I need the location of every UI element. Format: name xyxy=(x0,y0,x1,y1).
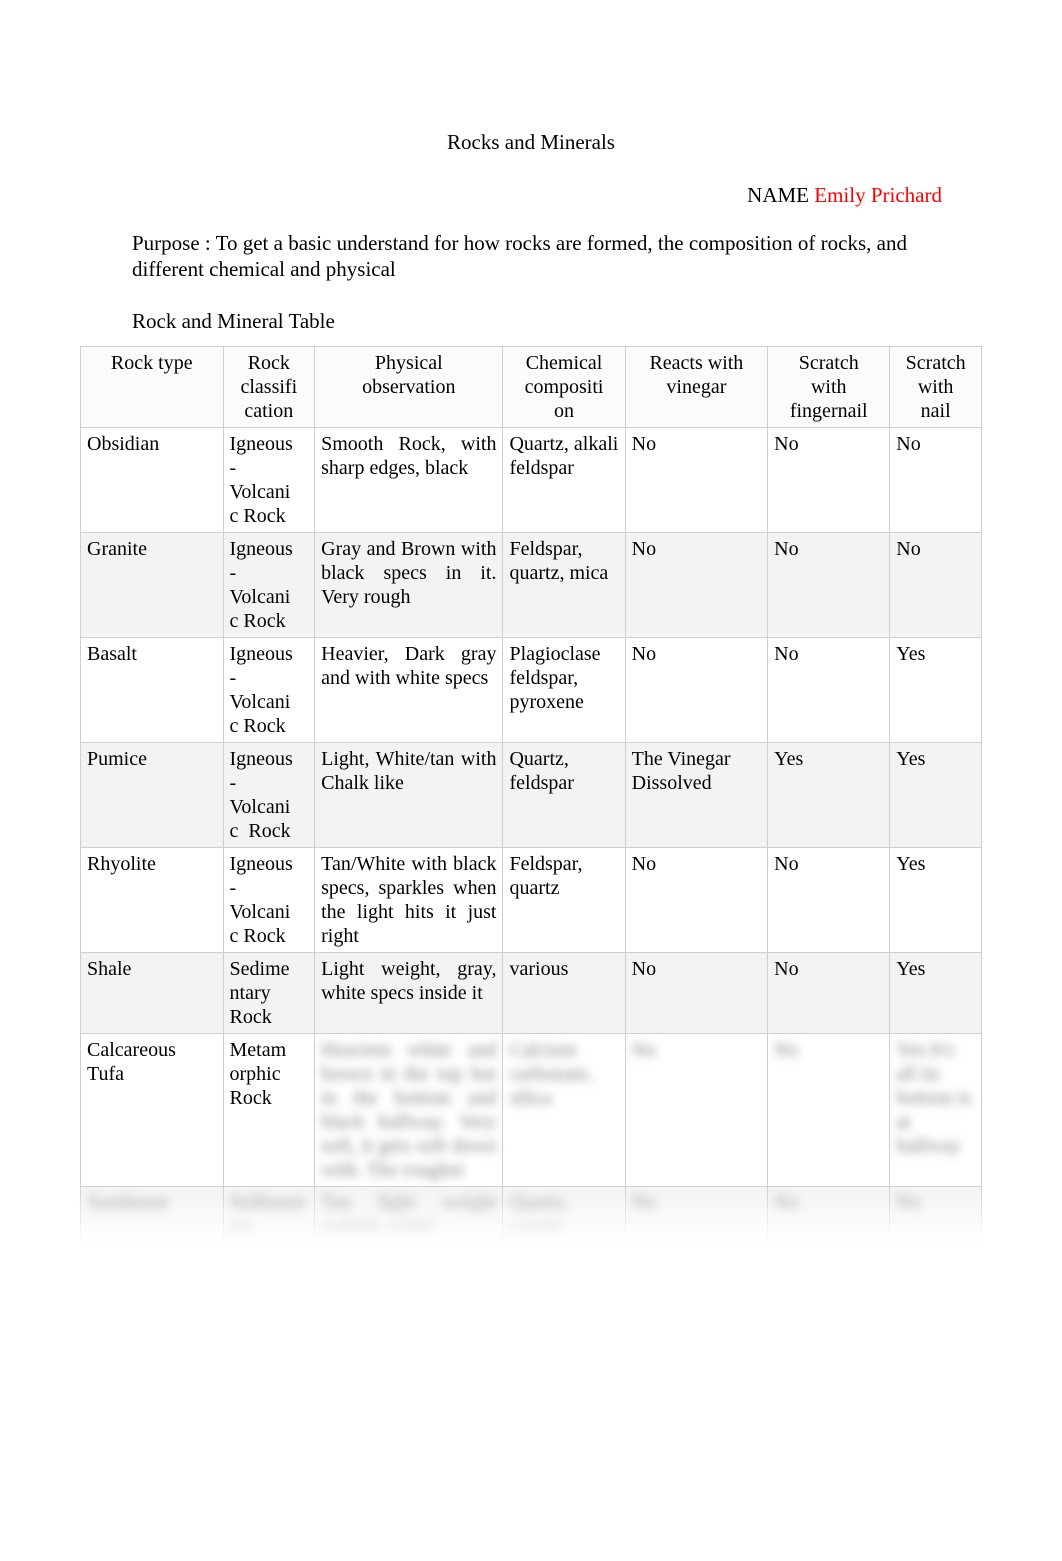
column-header: Rock type xyxy=(81,346,224,427)
table-cell: Smooth Rock, with sharp edges, black xyxy=(315,427,503,532)
table-cell: No xyxy=(625,1033,768,1186)
table-row: ShaleSedimentaryRockLight weight, gray, … xyxy=(81,952,982,1033)
table-cell: No xyxy=(768,427,890,532)
column-header: Physicalobservation xyxy=(315,346,503,427)
table-cell: Calcium carbonate, silica xyxy=(503,1033,625,1186)
table-cell: Calcareous Tufa xyxy=(81,1033,224,1186)
table-cell: Yes xyxy=(890,637,982,742)
purpose-label: Purpose : xyxy=(132,231,211,255)
table-cell: Igneous-Volcanic Rock xyxy=(223,427,315,532)
table-cell: No xyxy=(890,1186,982,1243)
table-cell: No xyxy=(625,532,768,637)
table-cell: No xyxy=(625,847,768,952)
table-cell: Igneous-Volcanic Rock xyxy=(223,532,315,637)
table-cell: Shale xyxy=(81,952,224,1033)
table-cell: Basalt xyxy=(81,637,224,742)
table-cell: Heavier, Dark gray and with white specs xyxy=(315,637,503,742)
table-cell: No xyxy=(768,952,890,1033)
table-cell: Sedimentary xyxy=(223,1186,315,1243)
table-cell: Igneous-Volcanic Rock xyxy=(223,637,315,742)
table-cell: Feldspar, quartz xyxy=(503,847,625,952)
table-cell: Yes xyxy=(890,952,982,1033)
table-row: PumiceIgneous-Volcanic RockLight, White/… xyxy=(81,742,982,847)
table-cell: Granite xyxy=(81,532,224,637)
table-cell: No xyxy=(768,532,890,637)
table-cell: The Vinegar Dissolved xyxy=(625,742,768,847)
table-cell: Tan/White with black specs, sparkles whe… xyxy=(315,847,503,952)
table-row: Calcareous TufaMetamorphicRockHeaviest w… xyxy=(81,1033,982,1186)
table-cell: No xyxy=(768,847,890,952)
table-row: RhyoliteIgneous-Volcanic RockTan/White w… xyxy=(81,847,982,952)
table-cell: No xyxy=(625,637,768,742)
table-cell: No xyxy=(625,952,768,1033)
table-header-row: Rock typeRockclassificationPhysicalobser… xyxy=(81,346,982,427)
table-cell: No xyxy=(768,637,890,742)
table-cell: Sandstone xyxy=(81,1186,224,1243)
table-cell: No xyxy=(890,532,982,637)
table-cell: Gray and Brown with black specs in it. V… xyxy=(315,532,503,637)
table-cell: No xyxy=(625,427,768,532)
table-cell: Pumice xyxy=(81,742,224,847)
table-caption: Rock and Mineral Table xyxy=(132,309,930,334)
table-cell: Quartz, feldspar xyxy=(503,742,625,847)
table-row: GraniteIgneous-Volcanic RockGray and Bro… xyxy=(81,532,982,637)
table-cell: No xyxy=(890,427,982,532)
table-cell: Yes xyxy=(768,742,890,847)
table-cell: Yes xyxy=(890,742,982,847)
table-cell: Heaviest white and brown in the top but … xyxy=(315,1033,503,1186)
document-title: Rocks and Minerals xyxy=(80,130,982,155)
table-cell: Rhyolite xyxy=(81,847,224,952)
table-cell: No xyxy=(768,1186,890,1243)
table-cell: MetamorphicRock xyxy=(223,1033,315,1186)
table-row: ObsidianIgneous-Volcanic RockSmooth Rock… xyxy=(81,427,982,532)
table-body: ObsidianIgneous-Volcanic RockSmooth Rock… xyxy=(81,427,982,1243)
column-header: Scratchwithfingernail xyxy=(768,346,890,427)
table-cell: SedimentaryRock xyxy=(223,952,315,1033)
rock-mineral-table: Rock typeRockclassificationPhysicalobser… xyxy=(80,346,982,1244)
purpose-paragraph: Purpose : To get a basic understand for … xyxy=(132,230,930,283)
table-cell: Plagioclase feldspar, pyroxene xyxy=(503,637,625,742)
column-header: Rockclassification xyxy=(223,346,315,427)
table-cell: Yes It's all its bottom is at halfway xyxy=(890,1033,982,1186)
column-header: Scratchwithnail xyxy=(890,346,982,427)
table-row: BasaltIgneous-Volcanic RockHeavier, Dark… xyxy=(81,637,982,742)
table-cell: Yes xyxy=(890,847,982,952)
table-cell: Quartz, calcite xyxy=(503,1186,625,1243)
table-cell: Tan light weight reddish, white xyxy=(315,1186,503,1243)
table-cell: various xyxy=(503,952,625,1033)
column-header: Chemicalcomposition xyxy=(503,346,625,427)
table-cell: Quartz, alkali feldspar xyxy=(503,427,625,532)
table-cell: No xyxy=(625,1186,768,1243)
table-cell: Feldspar, quartz, mica xyxy=(503,532,625,637)
table-cell: Obsidian xyxy=(81,427,224,532)
table-cell: Light weight, gray, white specs inside i… xyxy=(315,952,503,1033)
table-cell: Igneous-Volcanic Rock xyxy=(223,847,315,952)
table-cell: Igneous-Volcanic Rock xyxy=(223,742,315,847)
name-row: NAME Emily Prichard xyxy=(80,183,982,208)
table-cell: Light, White/tan with Chalk like xyxy=(315,742,503,847)
table-cell: No xyxy=(768,1033,890,1186)
purpose-text: To get a basic understand for how rocks … xyxy=(132,231,907,281)
column-header: Reacts withvinegar xyxy=(625,346,768,427)
table-row: SandstoneSedimentaryTan light weight red… xyxy=(81,1186,982,1243)
name-value: Emily Prichard xyxy=(814,183,942,207)
name-label: NAME xyxy=(747,183,809,207)
